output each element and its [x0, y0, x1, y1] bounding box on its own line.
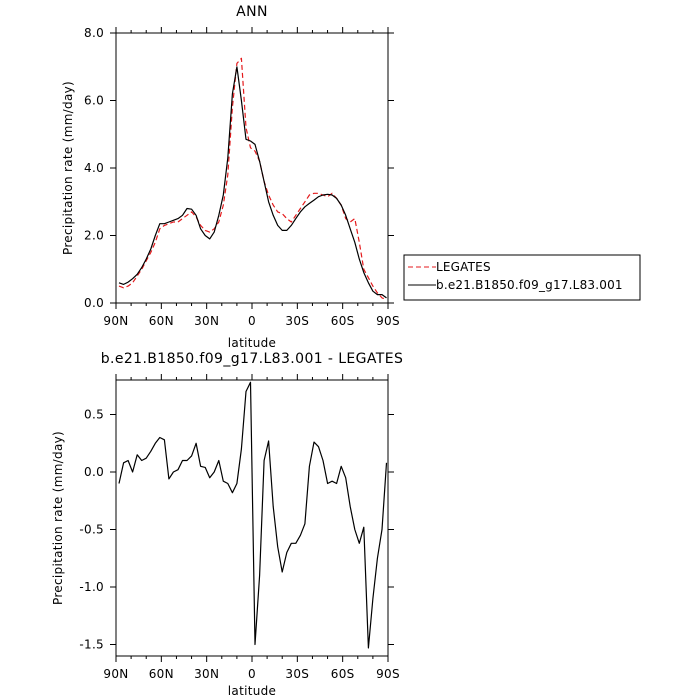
- top-y-tick-label: 2.0: [84, 229, 104, 243]
- legend: LEGATES b.e21.B1850.f09_g17.L83.001: [403, 254, 641, 301]
- top-x-tick-label: 90N: [103, 314, 128, 328]
- bottom-chart-panel: b.e21.B1850.f09_g17.L83.001 - LEGATES 90…: [51, 351, 403, 698]
- top-y-axis-title: Precipitation rate (mm/day): [61, 81, 75, 255]
- bottom-plot-frame: [115, 379, 389, 657]
- bottom-x-tick-label: 30N: [194, 667, 219, 681]
- bottom-x-tick-label: 60S: [331, 667, 355, 681]
- bottom-y-tick-label: -0.5: [79, 523, 104, 537]
- top-x-tick-label: 90S: [376, 314, 400, 328]
- top-plot-frame: [115, 32, 389, 304]
- top-x-tick-label: 30S: [285, 314, 309, 328]
- bottom-y-tick-label: -1.0: [79, 580, 104, 594]
- bottom-series-line-0: [118, 381, 388, 649]
- legend-label-model: b.e21.B1850.f09_g17.L83.001: [436, 278, 623, 292]
- top-chart-title: ANN: [236, 4, 268, 20]
- top-x-tick-label: 60S: [331, 314, 355, 328]
- bottom-x-axis-title: latitude: [228, 684, 276, 698]
- bottom-x-tick-label: 30S: [285, 667, 309, 681]
- top-y-tick-label: 0.0: [84, 296, 104, 310]
- bottom-x-tick-label: 90N: [103, 667, 128, 681]
- top-y-tick-label: 6.0: [84, 94, 104, 108]
- bottom-y-tick-label: 0.0: [84, 465, 104, 479]
- legend-label-legates: LEGATES: [436, 260, 491, 274]
- top-chart-panel: ANN 90N 60N 30N 0 30S 60S 90S 0.0 2.0 4.0 6.0 8.0 l…: [61, 4, 400, 350]
- top-series-line-1: [118, 66, 387, 299]
- top-axis-ticks: 90N 60N 30N 0 30S 60S 90S 0.0 2.0 4.0 6.0 8.0: [84, 26, 400, 328]
- top-series-lines: [118, 57, 387, 301]
- bottom-x-tick-label: 90S: [376, 667, 400, 681]
- top-y-tick-label: 8.0: [84, 26, 104, 40]
- bottom-chart-title: b.e21.B1850.f09_g17.L83.001 - LEGATES: [101, 351, 404, 367]
- top-x-tick-label: 60N: [149, 314, 174, 328]
- top-x-axis-title: latitude: [228, 336, 276, 350]
- bottom-x-tick-label: 60N: [149, 667, 174, 681]
- top-y-tick-label: 4.0: [84, 161, 104, 175]
- bottom-y-tick-label: 0.5: [84, 408, 104, 422]
- bottom-y-tick-label: -1.5: [79, 638, 104, 652]
- bottom-axis-ticks: 90N 60N 30N 0 30S 60S 90S 0.5 0.0 -0.5 -1.0 -1.5: [79, 374, 400, 681]
- bottom-y-axis-title: Precipitation rate (mm/day): [51, 431, 65, 605]
- top-x-tick-label: 0: [248, 314, 256, 328]
- bottom-series-lines: [118, 381, 388, 649]
- bottom-x-tick-label: 0: [248, 667, 256, 681]
- legend-box: [403, 254, 641, 301]
- top-x-tick-label: 30N: [194, 314, 219, 328]
- top-series-line-0: [118, 57, 387, 301]
